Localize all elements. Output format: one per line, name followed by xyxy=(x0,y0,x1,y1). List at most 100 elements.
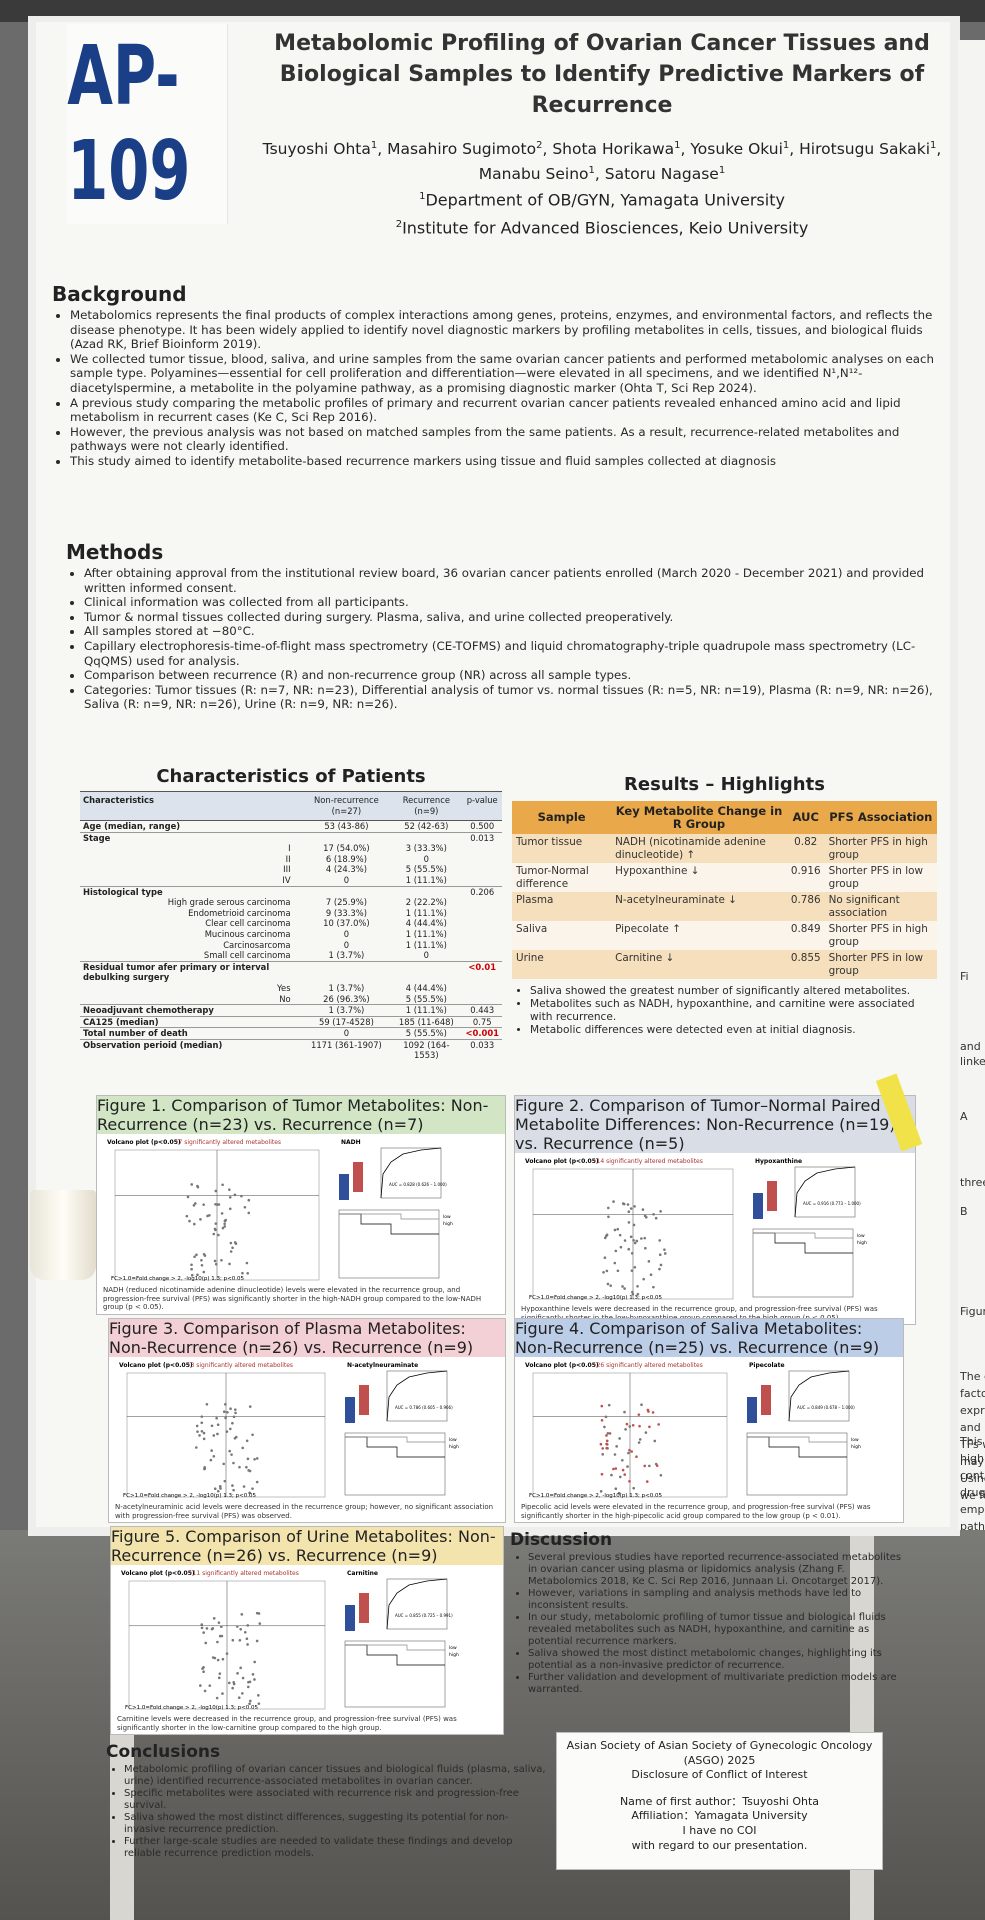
results-table: Sample Key Metabolite Change in R Group AU… xyxy=(512,801,937,979)
cell: 4 (44.4%) xyxy=(405,982,447,993)
volcano-dot xyxy=(216,1640,219,1644)
volcano-dot xyxy=(222,1410,226,1413)
volcano-dot xyxy=(228,1195,232,1199)
auc-text: AUC = 0.828 (0.626 – 1.000) xyxy=(389,1182,447,1187)
conclusions-section: Conclusions Metabolomic profiling of ova… xyxy=(106,1742,546,1860)
volcano-dot xyxy=(234,1435,238,1439)
figure-title: Figure 3. Comparison of Plasma Metabolit… xyxy=(109,1319,505,1357)
volcano-dot xyxy=(603,1256,607,1259)
cell xyxy=(302,960,391,983)
section-heading: Methods xyxy=(66,540,164,564)
volcano-dot xyxy=(612,1200,615,1203)
text-fragment: Fi xyxy=(960,970,969,983)
volcano-dot xyxy=(190,1263,193,1267)
volcano-dot xyxy=(627,1451,630,1455)
volcano-dot xyxy=(248,1405,252,1408)
box-r xyxy=(767,1181,777,1211)
coi-line: Disclosure of Conflict of Interest xyxy=(631,1768,808,1782)
table-title: Characteristics of Patients xyxy=(156,766,426,787)
volcano-dot xyxy=(629,1235,633,1239)
volcano-dot xyxy=(658,1239,662,1242)
volcano-dot xyxy=(203,1465,206,1469)
volcano-dot xyxy=(212,1454,216,1458)
volcano-dot xyxy=(241,1676,245,1680)
volcano-dot xyxy=(193,1202,197,1205)
volcano-dot xyxy=(245,1637,249,1641)
volcano-dot xyxy=(218,1485,222,1488)
metabolite-count: •26 significantly altered metabolites xyxy=(593,1362,703,1369)
legend-low: low xyxy=(443,1214,451,1220)
cell: Carnitine ↓ xyxy=(611,950,787,979)
figure-title: Figure 2. Comparison of Tumor–Normal Pai… xyxy=(515,1096,915,1153)
bullet-item: Saliva showed the most distinct metabolo… xyxy=(528,1648,905,1672)
volcano-dot xyxy=(188,1219,191,1223)
volcano-dot xyxy=(257,1612,261,1615)
km-curve xyxy=(339,1213,439,1220)
volcano-dot xyxy=(645,1215,648,1219)
volcano-dot xyxy=(228,1188,231,1191)
volcano-dot xyxy=(658,1267,661,1271)
bullet-item: Further large-scale studies are needed t… xyxy=(124,1836,546,1860)
table-row: Tumor tissue NADH (nicotinamide adenine d… xyxy=(512,834,937,863)
figure-title: Figure 1. Comparison of Tumor Metabolite… xyxy=(97,1096,505,1134)
row-label: Histological type xyxy=(80,885,303,898)
plot-label: Volcano plot (p<0.05) xyxy=(121,1570,195,1577)
row-label: Total number of death xyxy=(80,1027,303,1040)
row-label: Residual tumor afer primary or interval … xyxy=(80,960,303,983)
table-row: Urine Carnitine ↓ 0.855 Shorter PFS in low … xyxy=(512,950,937,979)
volcano-dot xyxy=(238,1465,241,1469)
author-aff: 1 xyxy=(930,140,937,151)
volcano-dot xyxy=(626,1465,629,1468)
volcano-dot xyxy=(227,1681,231,1685)
author-name: Masahiro Sugimoto xyxy=(387,140,537,159)
volcano-dot xyxy=(210,1449,213,1452)
author: Shota Horikawa1, xyxy=(552,140,691,159)
volcano-dot xyxy=(624,1428,627,1431)
table-row: Clear cell carcinoma 10 (37.0%) 4 (44.4%) xyxy=(80,918,502,929)
volcano-dot xyxy=(231,1246,234,1250)
cell: 17 (54.0%) xyxy=(323,843,370,854)
volcano-dot xyxy=(192,1222,196,1226)
roc-frame xyxy=(386,1578,448,1630)
volcano-dot xyxy=(605,1439,609,1443)
volcano-dot xyxy=(623,1473,627,1476)
volcano-dot xyxy=(632,1486,635,1490)
cell xyxy=(462,908,502,919)
km-frame xyxy=(338,1209,440,1279)
cell: 0.443 xyxy=(462,1004,502,1017)
text-fragment: druggable tar xyxy=(960,1486,985,1499)
legend-high: high xyxy=(449,1444,459,1450)
volcano-dot xyxy=(630,1251,634,1255)
cell: 0 xyxy=(343,874,350,885)
volcano-dot xyxy=(654,1216,658,1220)
volcano-dot xyxy=(652,1212,655,1216)
figure-plots: Volcano plot (p<0.05)•3 significantly al… xyxy=(119,1362,459,1499)
volcano-dot xyxy=(614,1467,618,1470)
volcano-dot xyxy=(185,1214,189,1218)
figure-plots: Volcano plot (p<0.05)•11 significantly a… xyxy=(121,1570,459,1711)
figure: Figure 1. Comparison of Tumor Metabolite… xyxy=(96,1095,506,1315)
table-row: CA125 (median) 59 (17-4528) 185 (11-648) 0.… xyxy=(80,1015,502,1028)
cell: 0.75 xyxy=(462,1015,502,1028)
volcano-dot xyxy=(233,1241,237,1244)
volcano-dot xyxy=(635,1455,638,1458)
volcano-dot xyxy=(632,1239,635,1242)
legend-low: low xyxy=(449,1437,457,1443)
volcano-dot xyxy=(232,1461,235,1465)
figure-caption: N-acetylneuraminic acid levels were decr… xyxy=(115,1503,494,1520)
volcano-dot xyxy=(212,1434,216,1437)
cell: 2 (22.2%) xyxy=(405,897,447,908)
volcano-dot xyxy=(625,1422,629,1426)
cell: 5 (55.5%) xyxy=(405,993,447,1004)
bullet-item: A previous study comparing the metabolic… xyxy=(70,396,952,425)
volcano-dot xyxy=(623,1287,626,1290)
volcano-dot xyxy=(640,1237,643,1240)
volcano-dot xyxy=(196,1430,199,1433)
volcano-dot xyxy=(623,1410,626,1414)
volcano-dot xyxy=(242,1485,246,1488)
volcano-dot xyxy=(237,1696,241,1699)
affiliation-text: Department of OB/GYN, Yamagata Universit… xyxy=(425,190,785,210)
cell: 52 (42-63) xyxy=(390,820,463,833)
volcano-dot xyxy=(222,1462,226,1466)
volcano-dot xyxy=(221,1657,225,1661)
